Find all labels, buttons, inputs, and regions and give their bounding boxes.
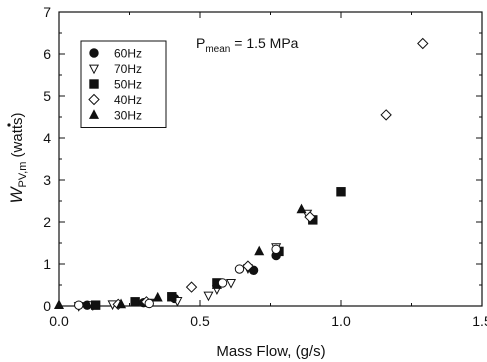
data-point (242, 260, 254, 272)
legend-label: 40Hz (114, 93, 142, 107)
legend-marker (89, 79, 99, 89)
data-point (271, 244, 281, 255)
y-tick-label: 4 (43, 130, 51, 146)
data-point (225, 279, 237, 289)
y-axis-title-dot-accent (7, 123, 11, 127)
data-point (304, 211, 316, 223)
legend-item: 70Hz (88, 62, 142, 76)
y-tick-label: 7 (43, 4, 51, 20)
x-axis-ticks: 0.0 0.5 1.0 1.5 (49, 12, 487, 329)
legend-label: 50Hz (114, 78, 142, 92)
data-point (380, 109, 392, 121)
legend-marker (88, 93, 100, 106)
annotation-suffix: = 1.5 MPa (230, 35, 298, 51)
data-point (90, 300, 101, 310)
data-point (217, 278, 228, 288)
data-point (185, 281, 198, 293)
data-point (167, 292, 177, 302)
y-tick-label: 6 (43, 46, 51, 62)
data-point (74, 300, 84, 310)
legend-marker (88, 64, 100, 75)
data-point (417, 37, 429, 50)
x-tick-label: 1.5 (472, 313, 487, 329)
svg-text:WPV,m (watts): WPV,m (watts) (7, 112, 29, 203)
y-axis-title: WPV,m (watts) (7, 112, 29, 203)
legend-label: 70Hz (114, 62, 142, 76)
legend-label: 30Hz (114, 109, 142, 123)
data-point (296, 203, 307, 214)
legend-item: 30Hz (88, 109, 142, 123)
legend-item: 60Hz (89, 47, 142, 61)
data-point (144, 298, 154, 309)
y-axis-title-base: W (7, 186, 26, 204)
data-point (203, 291, 214, 302)
y-tick-label: 2 (43, 214, 51, 230)
x-tick-label: 0.5 (190, 313, 210, 329)
data-point (152, 291, 163, 302)
annotation-prefix: P (196, 35, 205, 51)
series-open-circle (74, 244, 281, 310)
pressure-annotation: Pmean = 1.5 MPa (196, 35, 299, 55)
y-axis-ticks: 0 1 2 3 4 5 6 7 (43, 4, 482, 314)
y-tick-label: 1 (43, 256, 51, 272)
series-30hz (53, 203, 307, 310)
legend-marker (88, 109, 100, 119)
x-tick-label: 1.0 (331, 313, 351, 329)
data-point (336, 187, 346, 197)
data-point (53, 299, 65, 310)
x-tick-label: 0.0 (49, 313, 69, 329)
data-point (116, 298, 127, 309)
data-point (234, 264, 245, 274)
y-tick-label: 0 (43, 298, 51, 314)
data-series-layer (53, 37, 429, 312)
annotation-subscript: mean (205, 44, 230, 55)
y-tick-label: 3 (43, 172, 51, 188)
legend-label: 60Hz (114, 47, 142, 61)
data-point (130, 297, 140, 307)
y-axis-title-unit: (watts) (9, 112, 26, 157)
y-tick-label: 5 (43, 88, 51, 104)
series-70hz (73, 209, 313, 312)
legend-marker (89, 48, 99, 58)
legend-item: 50Hz (89, 78, 142, 92)
x-axis-title: Mass Flow, (g/s) (216, 343, 325, 360)
data-point (254, 245, 265, 256)
legend-item: 40Hz (88, 93, 142, 107)
y-axis-title-subscript: PV,m (17, 162, 29, 188)
